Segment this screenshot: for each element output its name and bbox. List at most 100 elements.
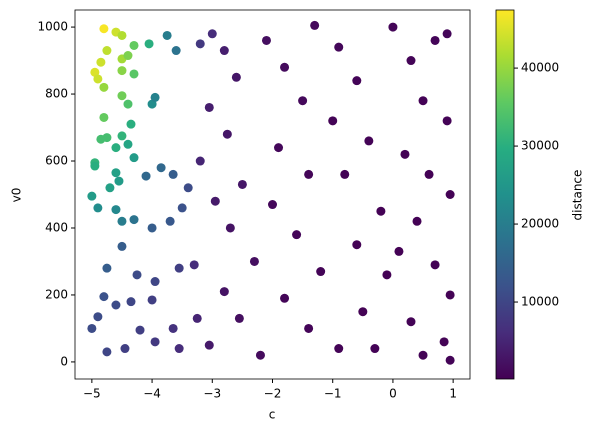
point xyxy=(316,267,326,277)
point xyxy=(111,143,121,153)
point xyxy=(418,350,428,360)
point xyxy=(274,143,284,153)
point xyxy=(99,112,109,122)
point xyxy=(117,216,127,226)
point xyxy=(135,325,145,335)
point xyxy=(129,215,139,225)
colorbar-tick-label: 20000 xyxy=(521,217,559,231)
point xyxy=(400,149,410,159)
point xyxy=(412,216,422,226)
point xyxy=(445,355,455,365)
point xyxy=(334,344,344,354)
point xyxy=(129,40,139,50)
x-tick-label: −1 xyxy=(324,387,342,401)
point xyxy=(117,30,127,40)
point xyxy=(174,344,184,354)
point xyxy=(129,69,139,79)
point xyxy=(219,46,229,56)
point xyxy=(126,119,136,129)
point xyxy=(102,46,112,56)
point xyxy=(105,183,115,193)
colorbar-tick-label: 40000 xyxy=(521,61,559,75)
y-tick-label: 400 xyxy=(45,220,68,234)
point xyxy=(358,307,368,317)
point xyxy=(442,116,452,126)
point xyxy=(231,72,241,82)
point xyxy=(99,82,109,92)
point xyxy=(268,200,277,210)
point xyxy=(430,260,440,270)
point xyxy=(147,295,157,305)
point xyxy=(382,270,392,280)
point xyxy=(406,317,416,327)
point xyxy=(304,323,314,333)
point xyxy=(183,183,193,193)
colorbar xyxy=(495,9,515,380)
y-tick-label: 1000 xyxy=(37,20,68,34)
point xyxy=(102,347,112,357)
point xyxy=(406,56,416,66)
point xyxy=(111,168,121,178)
point xyxy=(132,270,142,280)
point xyxy=(96,57,106,67)
point xyxy=(111,300,121,310)
point xyxy=(126,297,136,307)
point xyxy=(192,313,202,323)
x-tick-label: 1 xyxy=(449,387,457,401)
point xyxy=(388,22,398,32)
point xyxy=(168,323,178,333)
point xyxy=(370,344,380,354)
point xyxy=(93,312,103,322)
point xyxy=(99,24,109,34)
point xyxy=(292,230,302,240)
point xyxy=(394,246,404,256)
point xyxy=(280,62,290,72)
x-tick-label: −4 xyxy=(143,387,161,401)
point xyxy=(111,205,121,215)
point xyxy=(117,131,127,141)
point xyxy=(165,216,175,226)
x-tick-label: −5 xyxy=(83,387,101,401)
y-tick-label: 800 xyxy=(45,87,68,101)
point xyxy=(90,67,100,77)
point xyxy=(225,223,235,233)
y-tick-label: 200 xyxy=(45,287,68,301)
point xyxy=(114,176,124,186)
point xyxy=(340,169,350,179)
point xyxy=(430,35,440,45)
x-tick-label: 0 xyxy=(389,387,397,401)
x-axis-label: c xyxy=(269,408,276,422)
y-tick-label: 600 xyxy=(45,154,68,168)
point xyxy=(93,203,103,213)
point xyxy=(310,20,320,30)
point xyxy=(237,179,247,189)
point xyxy=(150,92,160,102)
point xyxy=(177,203,187,213)
point xyxy=(352,240,362,250)
point xyxy=(129,153,139,163)
point xyxy=(87,323,97,333)
y-axis-label: v0 xyxy=(10,188,24,203)
point xyxy=(117,241,127,251)
colorbar-label: distance xyxy=(571,170,585,221)
point xyxy=(255,350,265,360)
point xyxy=(123,139,133,149)
point xyxy=(280,293,290,303)
point xyxy=(207,29,217,39)
point xyxy=(147,223,157,233)
point xyxy=(150,337,160,347)
point xyxy=(168,169,178,179)
point xyxy=(141,171,151,181)
point xyxy=(147,99,157,109)
colorbar-tick-label: 10000 xyxy=(521,295,559,309)
point xyxy=(445,190,455,199)
point xyxy=(204,340,214,350)
point xyxy=(87,191,97,201)
point xyxy=(418,96,428,106)
point xyxy=(445,290,455,300)
point xyxy=(304,169,314,179)
point xyxy=(150,277,160,287)
y-tick-label: 0 xyxy=(60,354,68,368)
x-tick-label: −3 xyxy=(203,387,221,401)
